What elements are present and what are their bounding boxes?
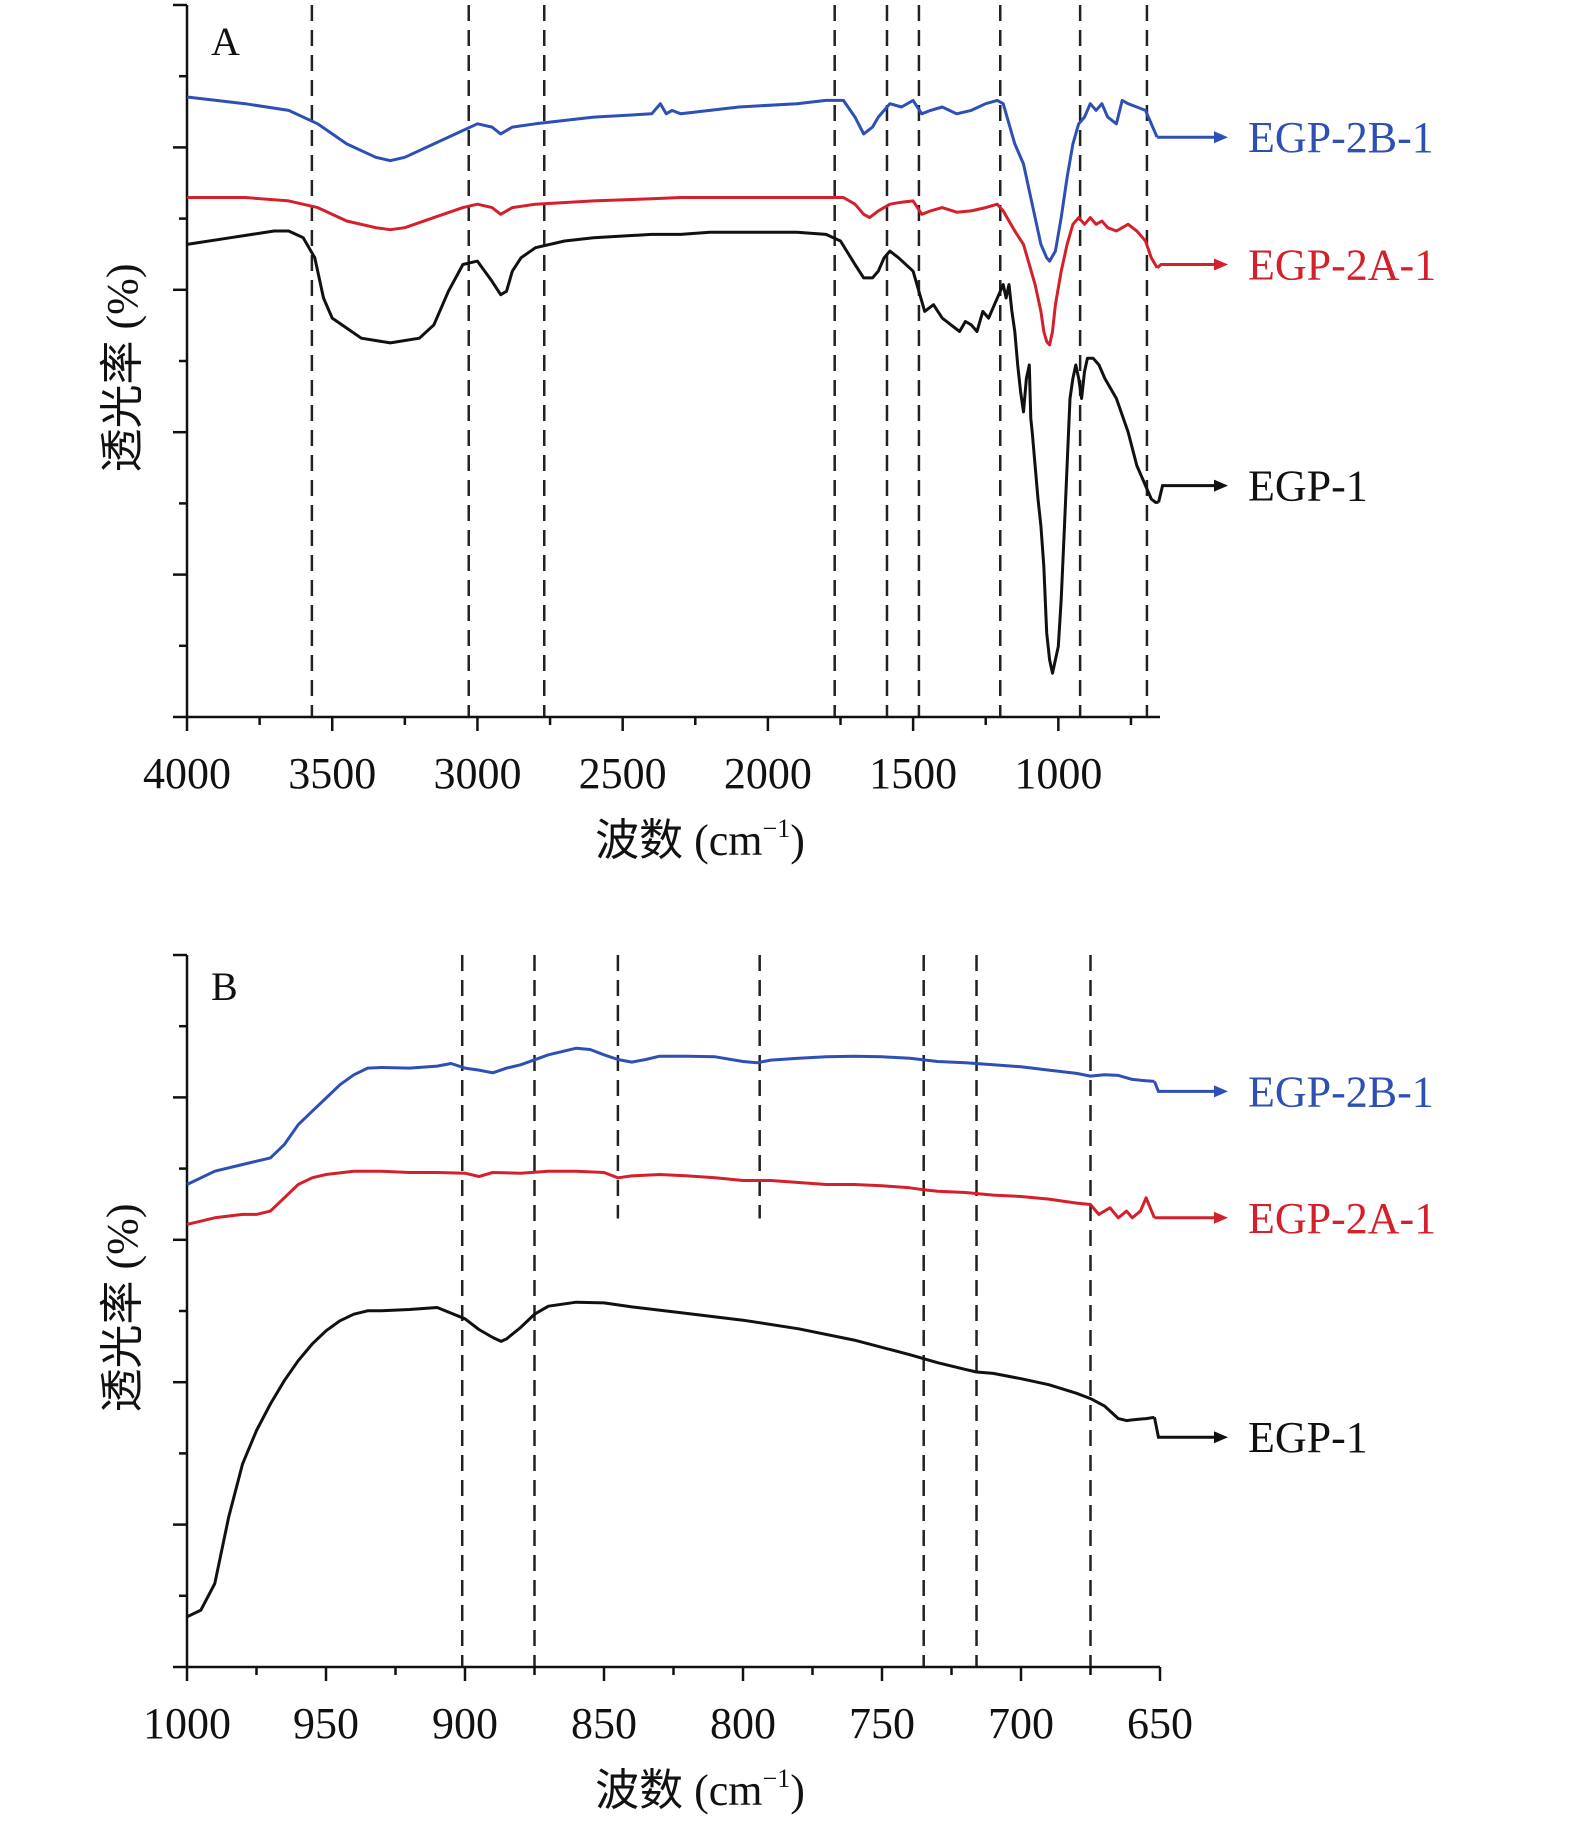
- x-tick-label: 2500: [579, 749, 667, 798]
- y-axis-label-a: 透光率 (%): [98, 264, 147, 473]
- x-tick-label: 1000: [1014, 749, 1102, 798]
- legend-label-egp-2b-1: EGP-2B-1: [1248, 113, 1434, 162]
- chart-panel-b: B 1000 950 900 850 800 750 700 650 EGP-2B-1EGP-…: [98, 953, 1436, 1815]
- series-line-egp-2a-1: [187, 196, 1159, 347]
- legend-arrow-line: [1152, 1416, 1218, 1439]
- x-tick-label: 850: [571, 1699, 637, 1748]
- x-tick-label: 900: [432, 1699, 498, 1748]
- legend-arrowhead: [1214, 1431, 1228, 1444]
- x-tick-label: 800: [710, 1699, 776, 1748]
- series-line-egp-2b-1: [186, 1046, 1155, 1186]
- reference-lines-a: [310, 5, 1149, 717]
- panel-label-a: A: [211, 19, 240, 64]
- legend-b: EGP-2B-1 EGP-2A-1 EGP-1: [1152, 1067, 1436, 1462]
- legend-label-egp-2a-1: EGP-2A-1: [1248, 1194, 1436, 1243]
- x-tick-label: 3500: [288, 749, 376, 798]
- x-tick-label: 950: [293, 1699, 359, 1748]
- x-tick-label: 3000: [433, 749, 521, 798]
- legend-arrowhead: [1214, 479, 1228, 492]
- y-axis-label-b: 透光率 (%): [98, 1204, 147, 1413]
- panel-label-b: B: [211, 964, 238, 1009]
- legend-label-egp-2a-1: EGP-2A-1: [1248, 241, 1436, 290]
- series-line-egp-2b-1: [186, 95, 1159, 263]
- legend-arrow-line: [1153, 1080, 1218, 1093]
- x-tick-label: 700: [988, 1699, 1054, 1748]
- axes-b: 1000 950 900 850 800 750 700 650: [143, 953, 1193, 1748]
- series-a: [186, 95, 1159, 675]
- axes-a: 4000 3500 3000 2500 2000 1500 1000: [143, 3, 1160, 798]
- x-tick-label: 750: [849, 1699, 915, 1748]
- x-axis-label-a: 波数 (cm−1): [595, 814, 805, 865]
- x-tick-label: 650: [1127, 1699, 1193, 1748]
- legend-label-egp-1: EGP-1: [1248, 462, 1368, 511]
- chart-panel-a: A 4000 3500 3000 2500 2000 1500 1000 EGP-2B-1E…: [98, 3, 1436, 865]
- reference-lines-b: [460, 955, 1092, 1667]
- legend-label-egp-2b-1: EGP-2B-1: [1248, 1067, 1434, 1116]
- legend-arrowhead: [1214, 131, 1228, 144]
- legend-arrow-line: [1156, 263, 1218, 269]
- series-line-egp-1: [186, 229, 1159, 675]
- legend-arrowhead: [1214, 1085, 1228, 1098]
- series-line-egp-1: [186, 1300, 1155, 1619]
- legend-arrowhead: [1214, 1211, 1228, 1224]
- series-line-egp-2a-1: [186, 1169, 1156, 1226]
- legend-label-egp-1: EGP-1: [1248, 1413, 1368, 1462]
- legend-arrow-line: [1157, 484, 1218, 503]
- series-b: [186, 1046, 1156, 1619]
- legend-arrowhead: [1214, 258, 1228, 271]
- x-tick-label: 2000: [724, 749, 812, 798]
- x-tick-label: 1500: [869, 749, 957, 798]
- x-axis-label-b: 波数 (cm−1): [595, 1764, 805, 1815]
- x-tick-label: 1000: [143, 1699, 231, 1748]
- legend-a: EGP-2B-1 EGP-2A-1 EGP-1: [1156, 113, 1436, 511]
- x-tick-label: 4000: [143, 749, 231, 798]
